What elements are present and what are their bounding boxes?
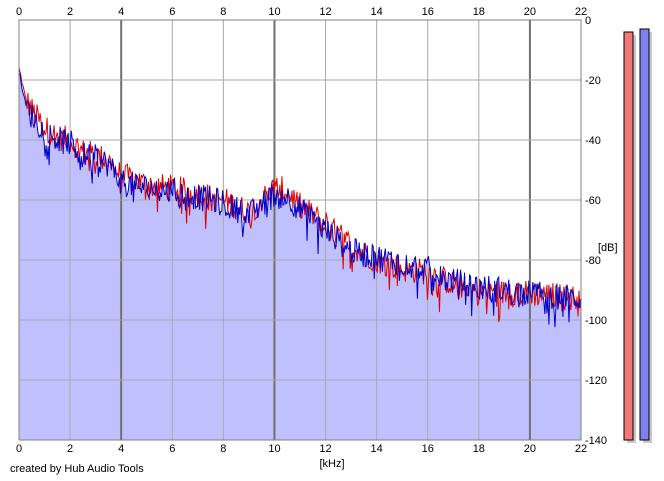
credit-text: created by Hub Audio Tools [10, 463, 144, 475]
x-tick-label-bottom: 6 [169, 443, 175, 455]
x-tick-label-top: 20 [524, 6, 536, 18]
spectrum-area [19, 73, 581, 441]
x-tick-label-bottom: 16 [422, 443, 434, 455]
x-tick-label-bottom: 8 [220, 443, 226, 455]
x-tick-label-bottom: 22 [575, 443, 587, 455]
x-tick-label-bottom: 20 [524, 443, 536, 455]
y-axis-label: [dB] [598, 242, 618, 254]
grid-layer [18, 19, 582, 441]
y-tick-label: -60 [585, 195, 601, 207]
y-tick-label: -20 [585, 75, 601, 87]
y-tick-label: -100 [585, 315, 607, 327]
x-tick-labels-bottom: 0 2 4 6 8 10 12 14 16 18 20 22 [16, 443, 587, 455]
x-tick-label-top: 8 [220, 6, 226, 18]
x-tick-label-bottom: 12 [319, 443, 331, 455]
y-tick-label: -80 [585, 255, 601, 267]
x-tick-label-bottom: 0 [16, 443, 22, 455]
level-meters [623, 28, 652, 443]
x-tick-label-bottom: 18 [473, 443, 485, 455]
x-tick-label-top: 2 [67, 6, 73, 18]
x-tick-label-top: 4 [118, 6, 124, 18]
series-line-blue [18, 72, 582, 328]
meter-bar-left [623, 31, 634, 441]
series-line-red [18, 66, 582, 323]
x-tick-label-top: 0 [16, 6, 22, 18]
y-tick-labels: 0 -20 -40 -60 -80 -100 -120 -140 [585, 15, 607, 447]
x-tick-label-top: 6 [169, 6, 175, 18]
x-tick-label-top: 18 [473, 6, 485, 18]
x-tick-label-top: 16 [422, 6, 434, 18]
meter-bar-right [639, 28, 650, 441]
x-tick-label-top: 22 [575, 6, 587, 18]
x-tick-label-bottom: 4 [118, 443, 124, 455]
x-tick-label-bottom: 10 [268, 443, 280, 455]
x-tick-label-bottom: 2 [67, 443, 73, 455]
x-axis-label: [kHz] [319, 458, 344, 470]
x-tick-label-top: 14 [371, 6, 383, 18]
spectrum-fill-layer [19, 73, 581, 441]
series-layer [18, 66, 582, 328]
y-tick-label: -120 [585, 375, 607, 387]
y-tick-label: -40 [585, 135, 601, 147]
x-tick-label-top: 12 [319, 6, 331, 18]
y-tick-label: 0 [585, 15, 591, 27]
plot-frame [18, 19, 582, 441]
x-tick-labels-top: 0 2 4 6 8 10 12 14 16 18 20 22 [16, 6, 587, 18]
x-tick-label-bottom: 14 [371, 443, 383, 455]
x-tick-label-top: 10 [268, 6, 280, 18]
y-tick-label: -140 [585, 435, 607, 447]
